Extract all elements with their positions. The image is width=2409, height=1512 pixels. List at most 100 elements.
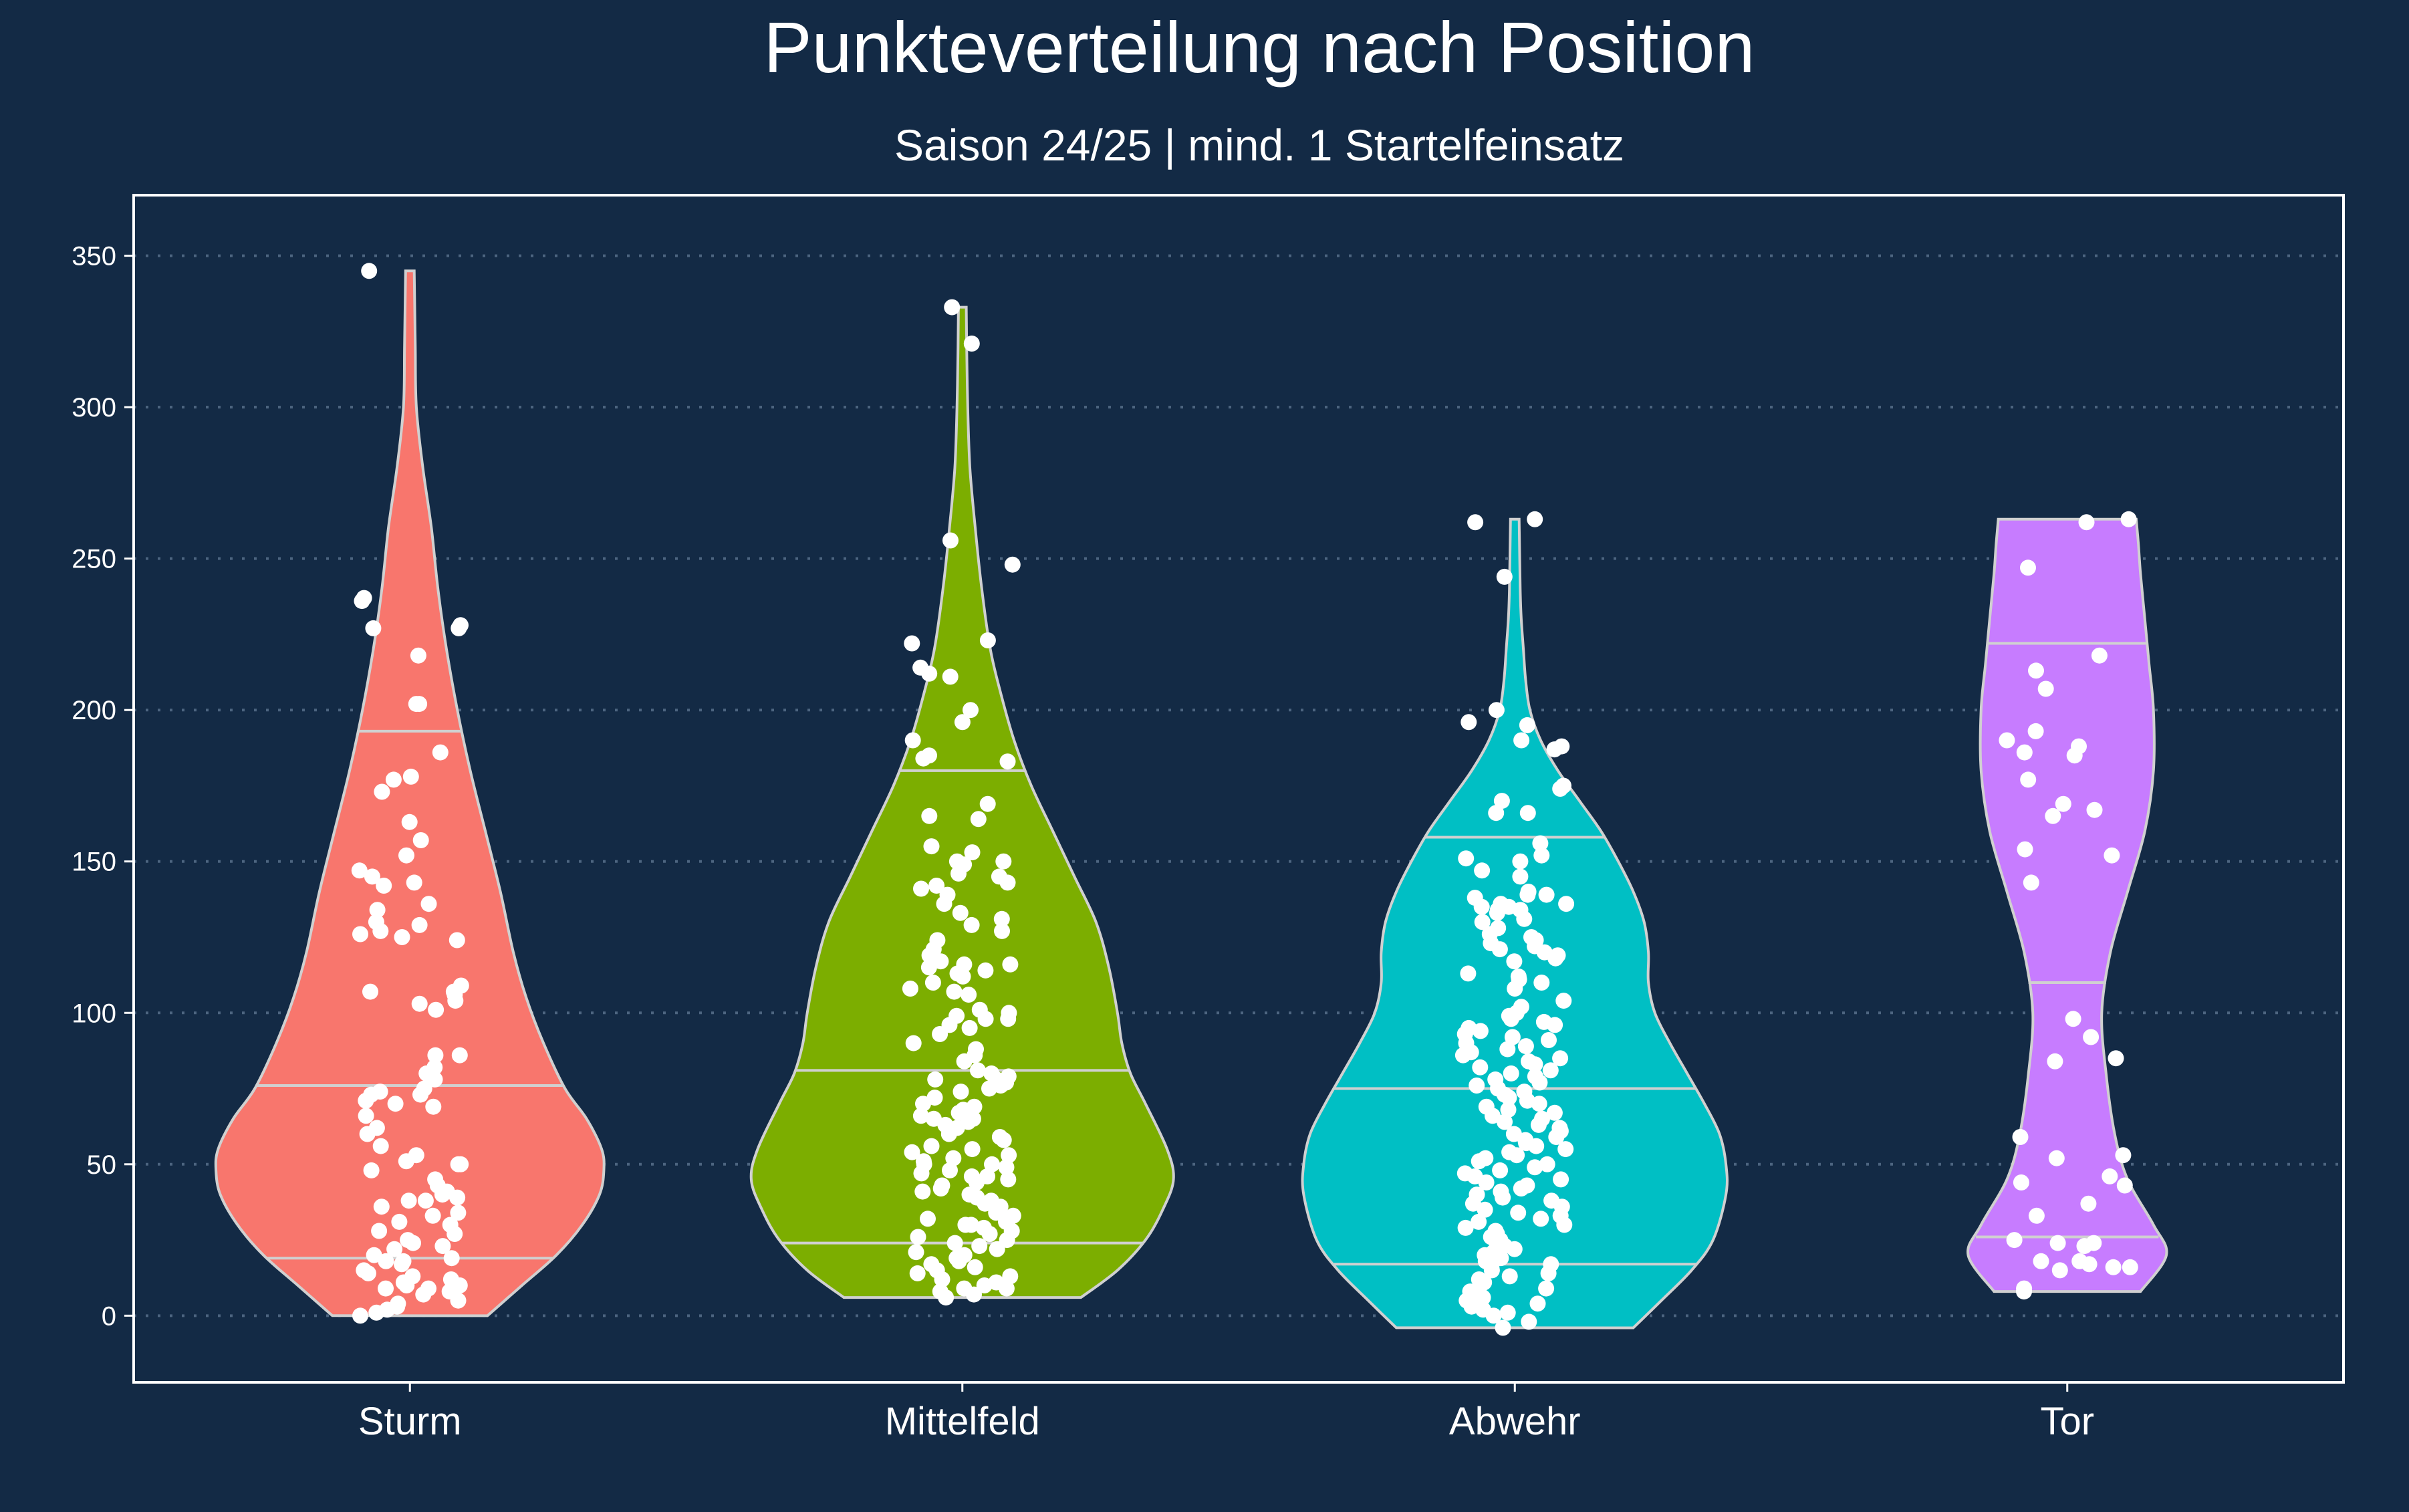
point-mittelfeld-25 xyxy=(999,874,1016,891)
point-sturm-18 xyxy=(406,874,422,891)
point-tor-6 xyxy=(2027,723,2044,739)
point-abwehr-30 xyxy=(1489,904,1505,921)
point-sturm-62 xyxy=(400,1192,417,1209)
point-abwehr-65 xyxy=(1454,1047,1471,1063)
point-abwehr-62 xyxy=(1517,1038,1534,1055)
point-abwehr-0 xyxy=(1527,511,1543,527)
point-mittelfeld-127 xyxy=(967,1259,983,1275)
point-mittelfeld-101 xyxy=(914,1183,931,1200)
point-mittelfeld-84 xyxy=(923,1138,940,1154)
point-abwehr-88 xyxy=(1530,1116,1547,1133)
point-abwehr-84 xyxy=(1546,1104,1563,1121)
x-tick-label-abwehr: Abwehr xyxy=(1449,1400,1581,1443)
point-mittelfeld-2 xyxy=(942,532,959,549)
point-sturm-64 xyxy=(450,1205,467,1221)
point-abwehr-75 xyxy=(1469,1078,1485,1094)
x-tick-label-tor: Tor xyxy=(2040,1400,2094,1443)
point-mittelfeld-44 xyxy=(955,968,971,985)
point-mittelfeld-10 xyxy=(954,714,971,731)
point-sturm-16 xyxy=(351,862,368,879)
point-abwehr-83 xyxy=(1500,1102,1517,1118)
point-mittelfeld-137 xyxy=(966,1286,982,1303)
point-mittelfeld-17 xyxy=(970,811,987,828)
point-mittelfeld-117 xyxy=(910,1229,926,1245)
point-sturm-49 xyxy=(359,1126,376,1142)
point-sturm-55 xyxy=(363,1162,380,1178)
point-mittelfeld-9 xyxy=(963,702,979,719)
point-abwehr-49 xyxy=(1555,993,1572,1009)
point-abwehr-13 xyxy=(1519,805,1536,822)
point-mittelfeld-18 xyxy=(923,838,940,855)
point-abwehr-18 xyxy=(1474,862,1491,879)
point-abwehr-12 xyxy=(1488,805,1505,822)
point-mittelfeld-91 xyxy=(984,1156,1000,1172)
point-abwehr-4 xyxy=(1461,714,1477,731)
point-mittelfeld-3 xyxy=(1004,556,1021,573)
y-tick-label-250: 250 xyxy=(72,545,116,574)
point-sturm-73 xyxy=(386,1241,403,1257)
point-tor-28 xyxy=(2080,1195,2097,1212)
point-sturm-34 xyxy=(428,1001,445,1018)
point-mittelfeld-0 xyxy=(944,299,961,316)
grid-lines xyxy=(134,254,2343,1317)
point-tor-4 xyxy=(2028,662,2044,679)
point-abwehr-39 xyxy=(1491,941,1508,958)
point-abwehr-2 xyxy=(1496,568,1513,585)
point-tor-18 xyxy=(2065,1011,2081,1027)
point-abwehr-137 xyxy=(1540,1265,1557,1281)
point-abwehr-15 xyxy=(1533,847,1550,864)
point-mittelfeld-100 xyxy=(932,1180,949,1196)
point-sturm-17 xyxy=(364,868,380,885)
point-mittelfeld-113 xyxy=(963,1217,979,1233)
point-abwehr-147 xyxy=(1529,1295,1546,1312)
point-mittelfeld-64 xyxy=(927,1071,944,1088)
point-mittelfeld-97 xyxy=(1000,1171,1017,1188)
point-mittelfeld-1 xyxy=(963,336,980,352)
point-mittelfeld-45 xyxy=(924,975,941,991)
point-mittelfeld-86 xyxy=(904,1144,920,1160)
point-sturm-20 xyxy=(420,896,437,912)
point-tor-9 xyxy=(2016,744,2033,761)
point-abwehr-106 xyxy=(1553,1171,1569,1188)
point-abwehr-103 xyxy=(1492,1162,1509,1178)
point-abwehr-55 xyxy=(1547,1017,1563,1033)
point-tor-33 xyxy=(2076,1238,2093,1255)
point-mittelfeld-135 xyxy=(998,1280,1015,1297)
point-sturm-24 xyxy=(372,922,389,939)
violin-sturm xyxy=(214,269,606,1317)
point-mittelfeld-129 xyxy=(909,1265,926,1281)
point-abwehr-79 xyxy=(1501,1090,1517,1106)
point-mittelfeld-121 xyxy=(989,1241,1005,1257)
point-sturm-94 xyxy=(368,1304,385,1321)
point-mittelfeld-42 xyxy=(977,962,994,979)
point-abwehr-87 xyxy=(1497,1114,1513,1130)
point-tor-10 xyxy=(2066,747,2083,764)
point-mittelfeld-71 xyxy=(915,1096,931,1112)
point-mittelfeld-32 xyxy=(963,916,980,933)
point-sturm-10 xyxy=(402,768,419,785)
point-mittelfeld-19 xyxy=(964,844,981,861)
point-tor-20 xyxy=(2108,1050,2124,1067)
y-tick-label-200: 200 xyxy=(72,696,116,725)
point-sturm-89 xyxy=(415,1286,432,1303)
point-abwehr-26 xyxy=(1473,898,1490,915)
point-tor-12 xyxy=(2055,795,2071,812)
point-tor-11 xyxy=(2020,771,2037,788)
point-abwehr-42 xyxy=(1547,950,1564,967)
point-sturm-14 xyxy=(412,832,429,848)
point-abwehr-59 xyxy=(1504,1029,1521,1045)
y-tick-label-0: 0 xyxy=(102,1301,116,1331)
point-sturm-33 xyxy=(411,995,428,1012)
point-abwehr-138 xyxy=(1501,1268,1518,1285)
point-sturm-4 xyxy=(451,620,467,636)
point-sturm-44 xyxy=(358,1092,374,1109)
data-points xyxy=(351,263,2138,1336)
point-tor-15 xyxy=(2017,841,2033,858)
panel-border xyxy=(132,194,2345,1384)
point-mittelfeld-47 xyxy=(946,983,963,1000)
point-abwehr-11 xyxy=(1493,793,1510,809)
point-abwehr-112 xyxy=(1495,1189,1511,1206)
point-sturm-61 xyxy=(417,1192,434,1209)
point-sturm-80 xyxy=(360,1265,376,1281)
